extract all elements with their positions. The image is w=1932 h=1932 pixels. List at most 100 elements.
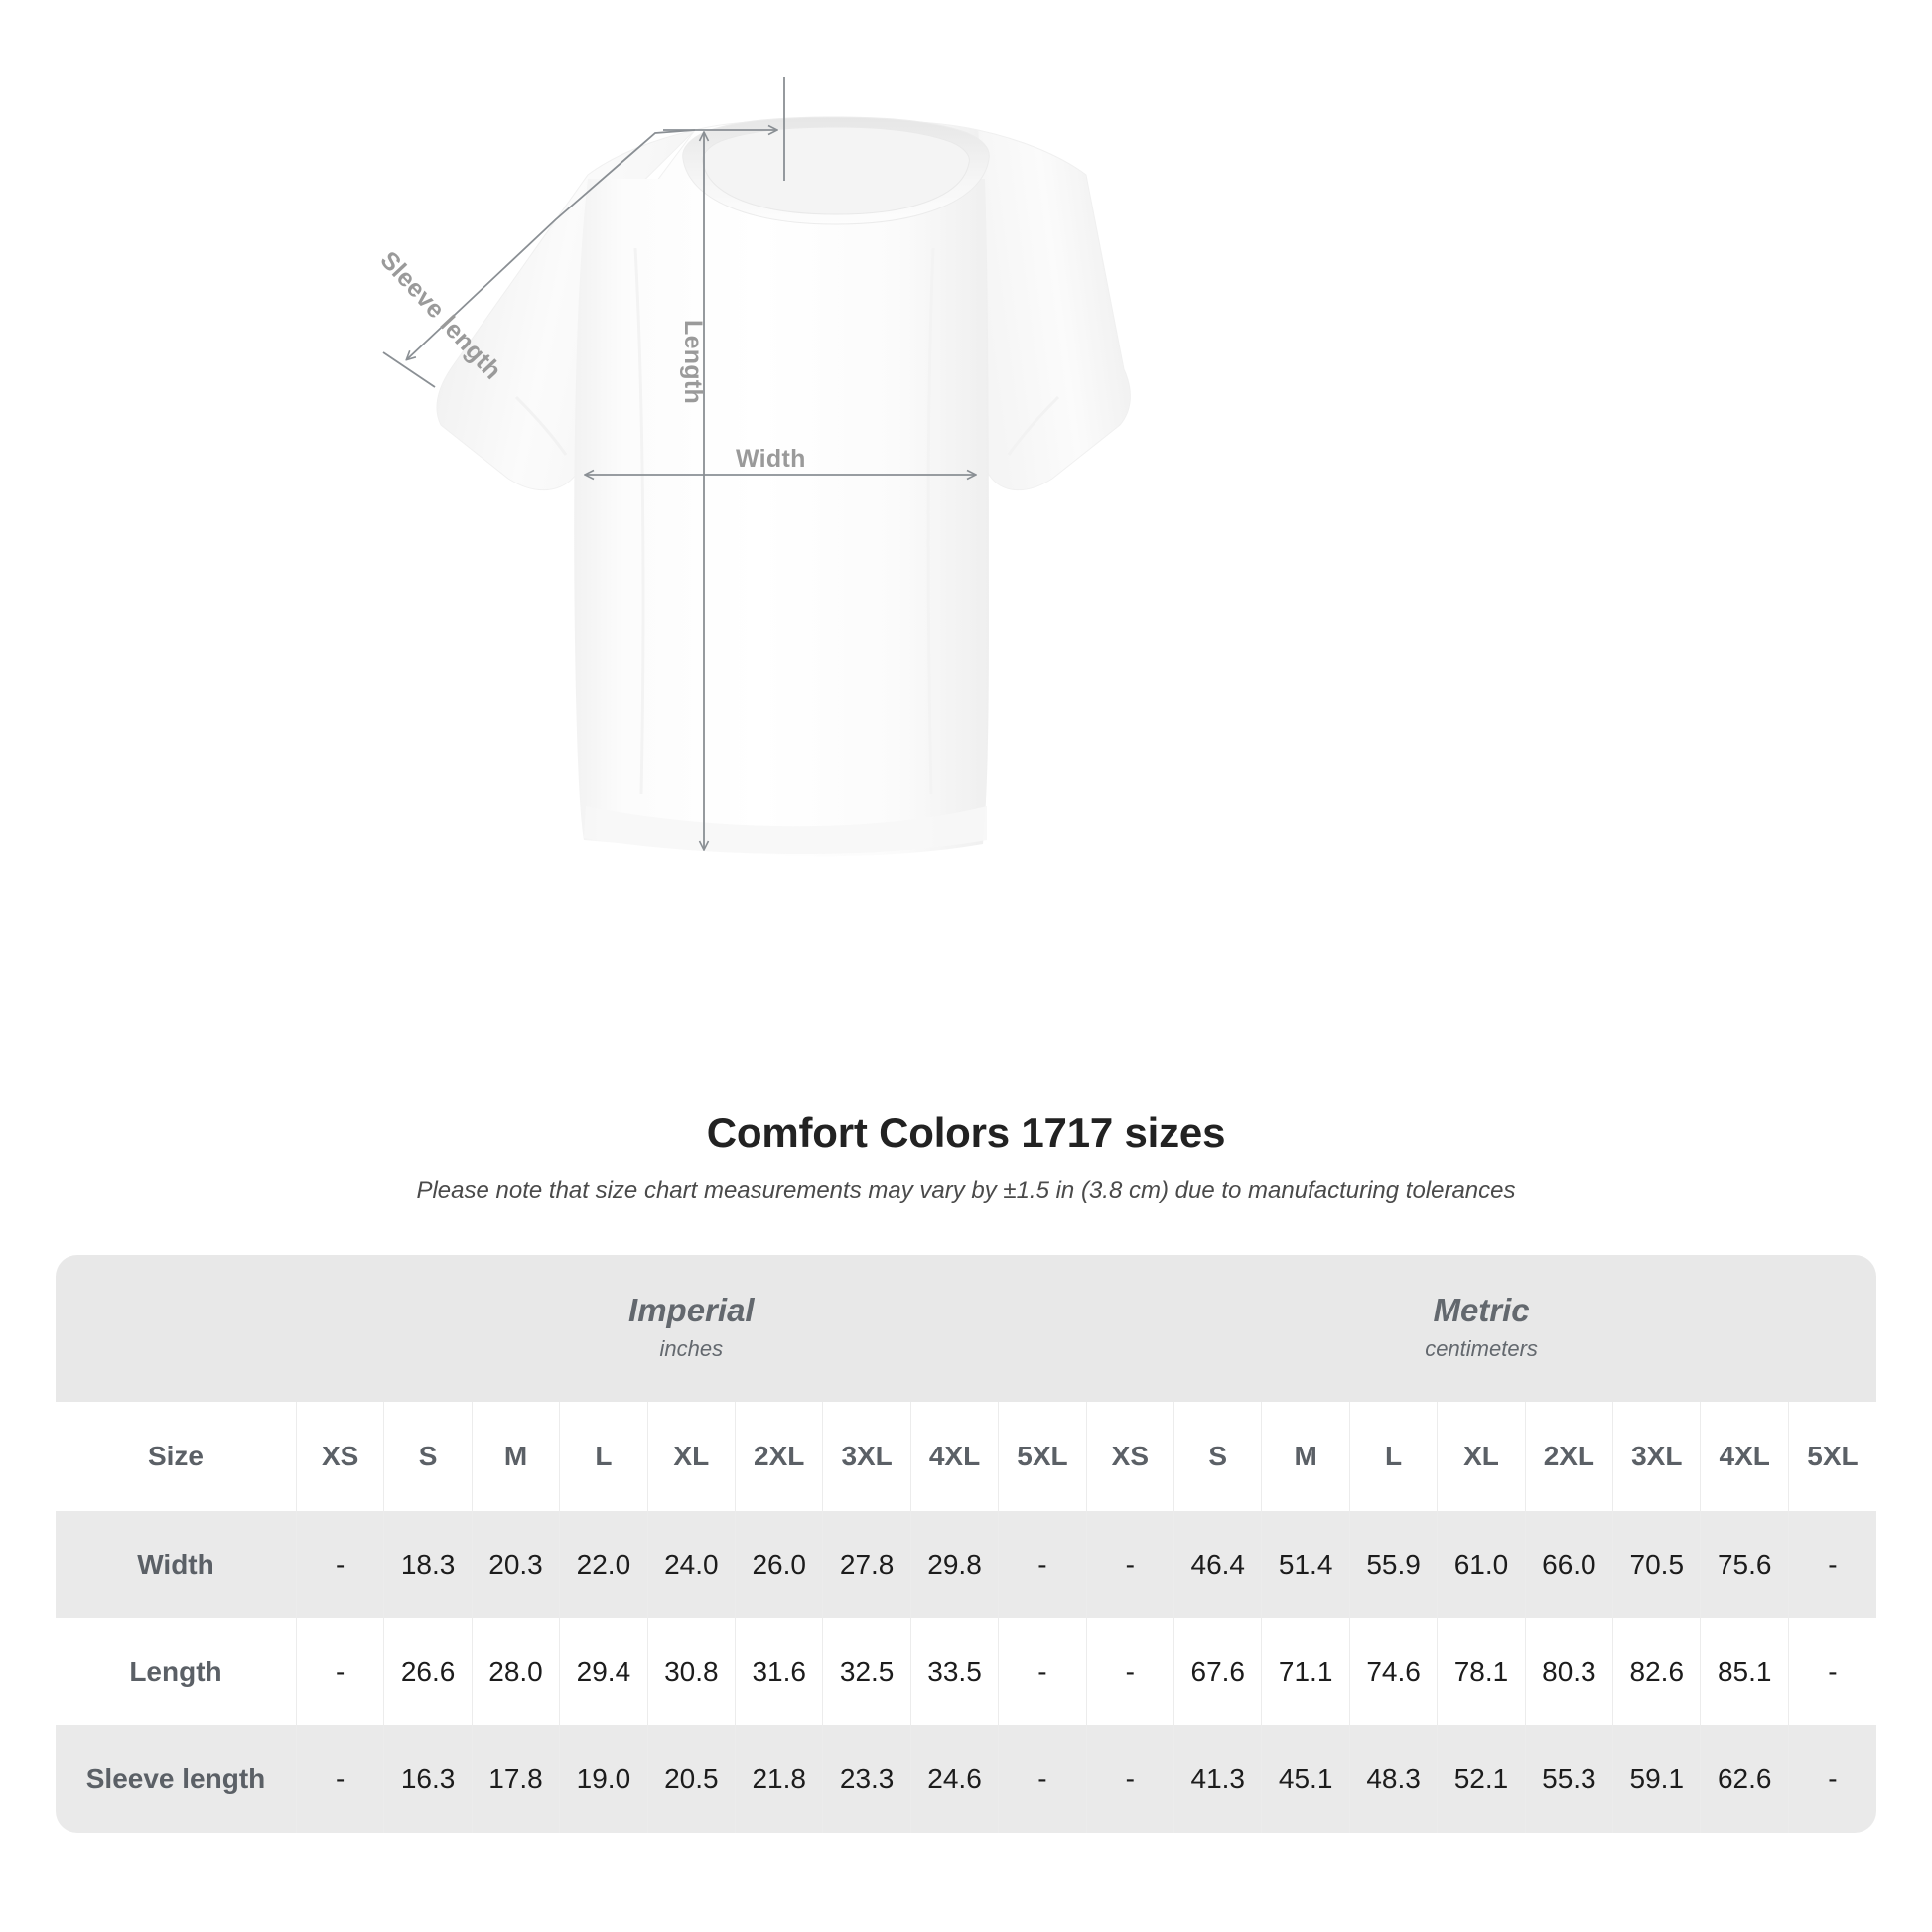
- cell-length-imperial-5xl: -: [998, 1617, 1087, 1725]
- cell-sleeve-metric-4xl: 62.6: [1700, 1725, 1789, 1833]
- cell-sleeve-imperial-4xl: 24.6: [909, 1725, 999, 1833]
- cell-width-metric-2xl: 66.0: [1524, 1510, 1613, 1618]
- cell-length-imperial-l: 29.4: [559, 1617, 648, 1725]
- cell-sleeve-metric-5xl: -: [1787, 1725, 1876, 1833]
- cell-length-metric-l: 74.6: [1348, 1617, 1438, 1725]
- size-chart-table: Imperial inches Metric centimeters Size …: [56, 1254, 1876, 1833]
- unit-banner-metric: Metric centimeters: [1086, 1254, 1876, 1402]
- row-label-length: Length: [56, 1617, 297, 1725]
- cell-sleeve-metric-s: 41.3: [1173, 1725, 1262, 1833]
- cell-length-imperial-3xl: 32.5: [822, 1617, 911, 1725]
- cell-sleeve-metric-m: 45.1: [1261, 1725, 1350, 1833]
- unit-sub-imperial: inches: [659, 1335, 724, 1361]
- cell-width-imperial-m: 20.3: [471, 1510, 560, 1618]
- cell-width-imperial-s: 18.3: [383, 1510, 473, 1618]
- cell-width-imperial-4xl: 29.8: [909, 1510, 999, 1618]
- cell-sleeve-metric-xl: 52.1: [1437, 1725, 1526, 1833]
- cell-width-metric-5xl: -: [1787, 1510, 1876, 1618]
- cell-sleeve-metric-2xl: 55.3: [1524, 1725, 1613, 1833]
- sleeve-length-guide: [407, 129, 696, 359]
- cell-sleeve-imperial-l: 19.0: [559, 1725, 648, 1833]
- cell-sleeve-metric-3xl: 59.1: [1612, 1725, 1701, 1833]
- size-header-imperial-s: S: [383, 1401, 473, 1511]
- size-header-imperial-xs: XS: [295, 1401, 384, 1511]
- row-label-header: Size: [56, 1401, 297, 1511]
- unit-banner-spacer: [56, 1254, 297, 1402]
- table-row: Sleeve length - 16.3 17.8 19.0 20.5 21.8…: [56, 1725, 1876, 1833]
- tshirt-diagram: Sleeve length Length Width: [375, 77, 1131, 857]
- size-header-metric-l: L: [1348, 1401, 1438, 1511]
- cell-length-imperial-xs: -: [295, 1617, 384, 1725]
- cell-length-metric-5xl: -: [1787, 1617, 1876, 1725]
- width-label: Width: [736, 445, 806, 473]
- cell-length-imperial-xl: 30.8: [646, 1617, 736, 1725]
- cell-width-metric-l: 55.9: [1348, 1510, 1438, 1618]
- cell-sleeve-imperial-xs: -: [295, 1725, 384, 1833]
- size-header-metric-5xl: 5XL: [1787, 1401, 1876, 1511]
- size-header-imperial-xl: XL: [646, 1401, 736, 1511]
- cell-length-imperial-2xl: 31.6: [735, 1617, 823, 1725]
- cell-length-imperial-m: 28.0: [471, 1617, 560, 1725]
- size-header-imperial-3xl: 3XL: [822, 1401, 911, 1511]
- cell-length-metric-xs: -: [1085, 1617, 1174, 1725]
- size-header-imperial-4xl: 4XL: [909, 1401, 999, 1511]
- cell-width-metric-s: 46.4: [1173, 1510, 1262, 1618]
- cell-width-imperial-l: 22.0: [559, 1510, 648, 1618]
- size-header-row: Size XS S M L XL 2XL 3XL 4XL 5XL XS S M …: [56, 1401, 1876, 1511]
- cell-width-metric-4xl: 75.6: [1700, 1510, 1789, 1618]
- tshirt-shape: [436, 116, 1131, 857]
- size-header-imperial-l: L: [559, 1401, 648, 1511]
- size-header-metric-2xl: 2XL: [1524, 1401, 1613, 1511]
- size-header-metric-xl: XL: [1437, 1401, 1526, 1511]
- cell-sleeve-imperial-2xl: 21.8: [735, 1725, 823, 1833]
- cell-sleeve-imperial-m: 17.8: [471, 1725, 560, 1833]
- row-label-width: Width: [56, 1510, 297, 1618]
- size-header-imperial-2xl: 2XL: [735, 1401, 823, 1511]
- cell-width-metric-xl: 61.0: [1437, 1510, 1526, 1618]
- cell-width-imperial-xs: -: [295, 1510, 384, 1618]
- table-row: Width - 18.3 20.3 22.0 24.0 26.0 27.8 29…: [56, 1510, 1876, 1618]
- tolerance-note: Please note that size chart measurements…: [416, 1177, 1516, 1205]
- size-header-metric-xs: XS: [1085, 1401, 1174, 1511]
- cell-width-imperial-xl: 24.0: [646, 1510, 736, 1618]
- cell-length-metric-m: 71.1: [1261, 1617, 1350, 1725]
- unit-banner-imperial: Imperial inches: [296, 1254, 1087, 1402]
- size-header-imperial-m: M: [471, 1401, 560, 1511]
- cell-width-imperial-2xl: 26.0: [735, 1510, 823, 1618]
- cell-sleeve-imperial-5xl: -: [998, 1725, 1087, 1833]
- size-header-metric-m: M: [1261, 1401, 1350, 1511]
- cell-width-metric-xs: -: [1085, 1510, 1174, 1618]
- cell-width-imperial-3xl: 27.8: [822, 1510, 911, 1618]
- cell-width-imperial-5xl: -: [998, 1510, 1087, 1618]
- cell-length-metric-2xl: 80.3: [1524, 1617, 1613, 1725]
- cell-sleeve-imperial-3xl: 23.3: [822, 1725, 911, 1833]
- row-label-sleeve-length: Sleeve length: [56, 1725, 297, 1833]
- size-chart-container: Imperial inches Metric centimeters Size …: [56, 1254, 1876, 1833]
- unit-banner-row: Imperial inches Metric centimeters: [56, 1254, 1876, 1402]
- cell-sleeve-imperial-s: 16.3: [383, 1725, 473, 1833]
- cell-sleeve-metric-xs: -: [1085, 1725, 1174, 1833]
- sleeve-hem-tick: [382, 351, 436, 388]
- unit-sub-metric: centimeters: [1425, 1335, 1538, 1361]
- cell-sleeve-imperial-xl: 20.5: [646, 1725, 736, 1833]
- cell-length-metric-s: 67.6: [1173, 1617, 1262, 1725]
- size-header-metric-s: S: [1173, 1401, 1262, 1511]
- cell-length-metric-3xl: 82.6: [1612, 1617, 1701, 1725]
- cell-width-metric-3xl: 70.5: [1612, 1510, 1701, 1618]
- unit-name-metric: Metric: [1433, 1292, 1530, 1329]
- cell-length-imperial-s: 26.6: [383, 1617, 473, 1725]
- cell-length-metric-xl: 78.1: [1437, 1617, 1526, 1725]
- cell-width-metric-m: 51.4: [1261, 1510, 1350, 1618]
- unit-name-imperial: Imperial: [628, 1292, 755, 1329]
- table-row: Length - 26.6 28.0 29.4 30.8 31.6 32.5 3…: [56, 1617, 1876, 1725]
- size-header-imperial-5xl: 5XL: [998, 1401, 1087, 1511]
- length-label: Length: [679, 320, 707, 405]
- heading-block: Comfort Colors 1717 sizes Please note th…: [0, 1108, 1932, 1207]
- cell-sleeve-metric-l: 48.3: [1348, 1725, 1438, 1833]
- page-title: Comfort Colors 1717 sizes: [706, 1109, 1226, 1156]
- measurement-guides: [382, 77, 975, 849]
- size-header-metric-3xl: 3XL: [1612, 1401, 1701, 1511]
- cell-length-metric-4xl: 85.1: [1700, 1617, 1789, 1725]
- tshirt-illustration: [382, 77, 1131, 857]
- cell-length-imperial-4xl: 33.5: [909, 1617, 999, 1725]
